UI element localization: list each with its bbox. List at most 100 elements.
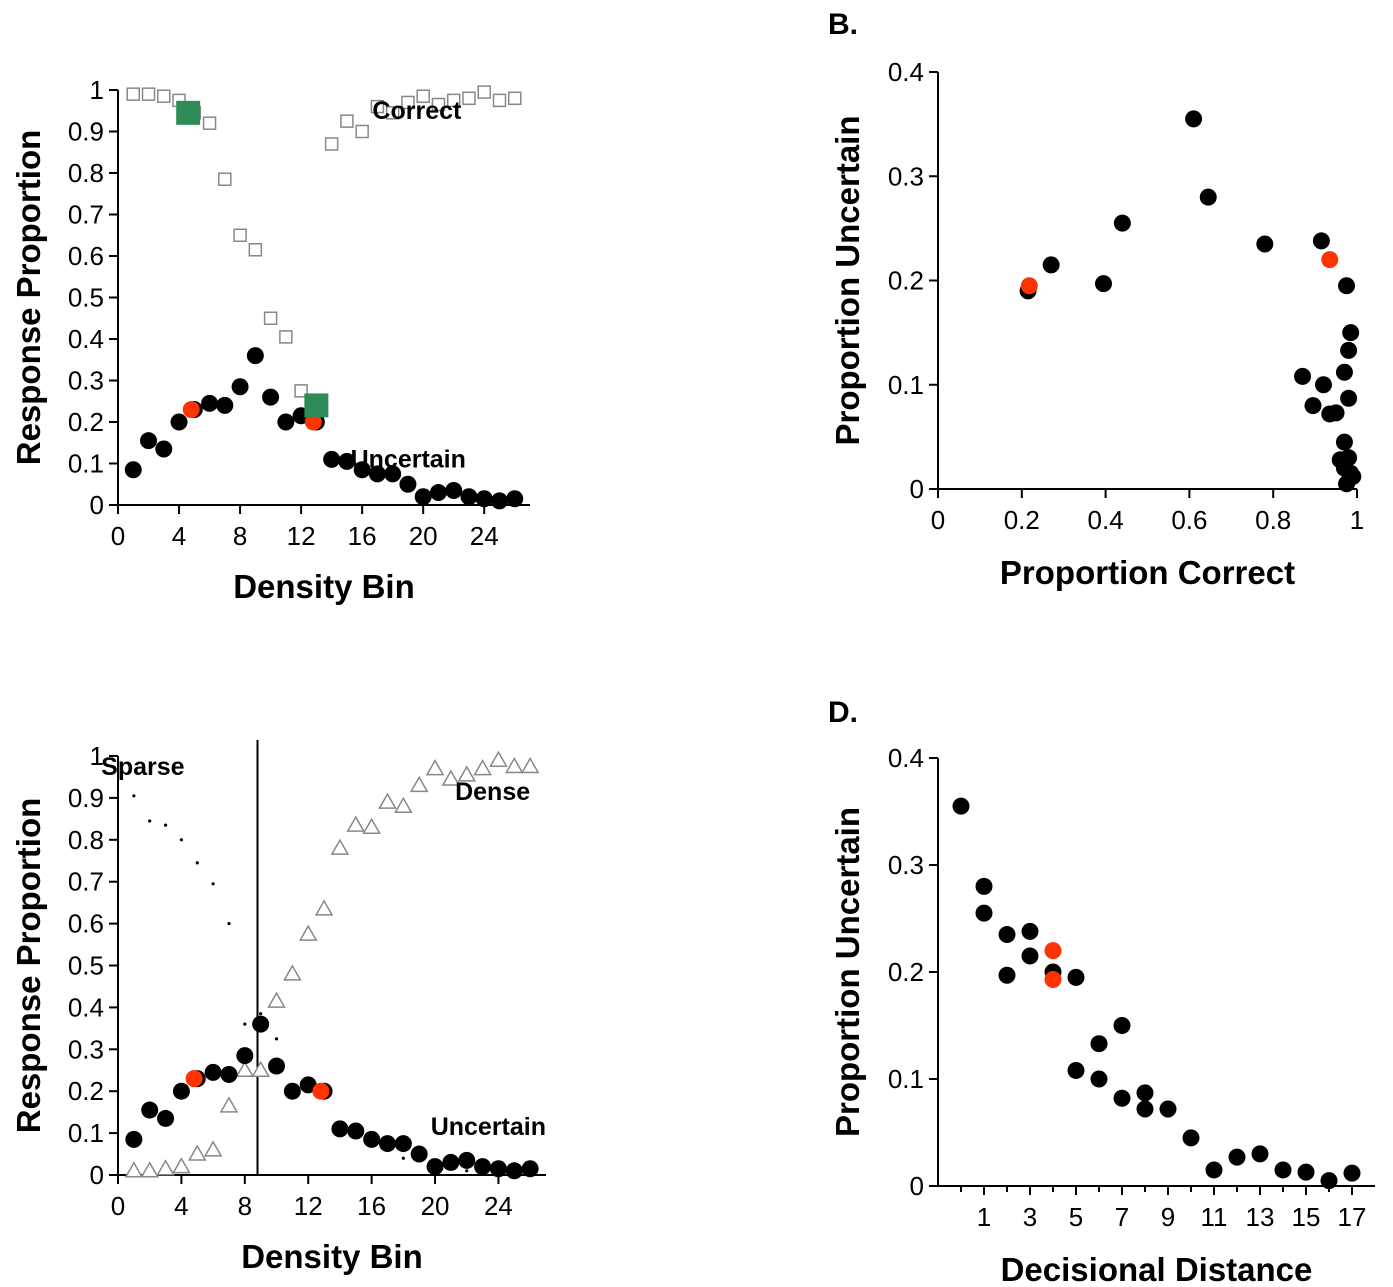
correct-point <box>462 91 476 106</box>
correct-point <box>218 172 232 186</box>
correct-point <box>141 87 156 101</box>
y-axis-title: Proportion Uncertain <box>829 115 866 445</box>
data-point <box>1274 1161 1292 1179</box>
data-point <box>521 1160 539 1178</box>
data-point <box>204 1063 222 1081</box>
x-tick-label: 0 <box>111 521 125 551</box>
data-point <box>378 1135 396 1153</box>
dense-point <box>298 924 318 941</box>
data-point <box>1067 1061 1085 1079</box>
x-tick-label: 12 <box>294 1191 323 1221</box>
y-tick-label: 0.1 <box>888 1064 924 1094</box>
data-point <box>1335 433 1353 451</box>
data-point <box>426 1158 444 1176</box>
highlight-point <box>304 413 322 431</box>
y-tick-label: 0.6 <box>68 241 104 271</box>
data-point <box>299 1076 317 1094</box>
data-point <box>1338 277 1356 295</box>
data-point <box>460 488 478 506</box>
sparse-point <box>243 1022 247 1026</box>
data-point <box>1343 1164 1361 1182</box>
data-point <box>1021 947 1039 965</box>
y-tick-label: 0.4 <box>68 324 104 354</box>
data-point <box>1205 1161 1223 1179</box>
sparse-point <box>211 882 215 886</box>
dense-point <box>362 817 381 834</box>
data-point <box>331 1120 349 1138</box>
data-point <box>384 465 402 483</box>
x-tick-label: 11 <box>1201 1202 1228 1232</box>
y-axis-title: Response Proportion <box>10 798 47 1134</box>
series-annotation: Uncertain <box>431 1113 546 1141</box>
x-tick-label: 24 <box>470 521 499 551</box>
x-tick-label: 4 <box>174 1191 188 1221</box>
data-point <box>1251 1145 1269 1163</box>
highlight-point <box>185 1070 203 1088</box>
y-tick-label: 0.2 <box>68 407 104 437</box>
series-annotation: Correct <box>372 97 462 125</box>
y-tick-label: 0.9 <box>68 117 104 147</box>
dense-point <box>172 1157 191 1174</box>
correct-point <box>324 137 339 151</box>
correct-point <box>370 99 385 114</box>
data-point <box>1344 467 1362 485</box>
x-tick-label: 13 <box>1246 1202 1275 1232</box>
data-point <box>157 1109 175 1127</box>
data-point <box>1090 1070 1108 1088</box>
y-tick-label: 0.3 <box>68 366 104 396</box>
dense-point <box>425 759 445 776</box>
highlight-point <box>1044 970 1062 988</box>
y-tick-label: 0.6 <box>68 909 104 939</box>
correct-point <box>294 384 308 398</box>
data-point <box>1340 389 1358 407</box>
y-tick-label: 0.1 <box>68 449 104 479</box>
x-tick-label: 16 <box>348 521 377 551</box>
data-point <box>1185 110 1203 128</box>
data-point <box>474 1158 492 1176</box>
data-point <box>506 490 524 508</box>
x-tick-label: 17 <box>1338 1202 1367 1232</box>
data-point <box>277 413 295 431</box>
y-tick-label: 0.3 <box>68 1034 104 1064</box>
panel-c: 0 0.1 0.2 0.3 0.4 0.5 0.6 0.7 0.8 0.9 1 0 4 8 12 16 20 24… <box>10 740 546 1275</box>
y-tick-label: 0.2 <box>888 266 924 296</box>
series-annotation: Sparse <box>101 753 184 781</box>
data-point <box>1159 1100 1177 1118</box>
y-tick-label: 1 <box>90 741 104 771</box>
data-point <box>458 1151 476 1169</box>
panel-label: B. <box>828 8 858 41</box>
y-tick-label: 0.8 <box>68 158 104 188</box>
x-axis-title: Decisional Distance <box>1001 1251 1313 1287</box>
x-tick-label: 9 <box>1161 1202 1175 1232</box>
highlight-square <box>176 100 201 125</box>
correct-point <box>401 95 415 110</box>
data-point <box>399 475 417 493</box>
x-tick-label: 5 <box>1069 1202 1083 1232</box>
dense-point <box>520 756 540 774</box>
highlight-square <box>304 393 329 418</box>
dense-point <box>409 775 429 793</box>
y-tick-label: 0.3 <box>888 850 924 880</box>
data-point <box>998 966 1016 984</box>
y-tick-label: 1 <box>90 75 104 105</box>
correct-point <box>385 106 400 120</box>
sparse-point <box>274 1037 279 1041</box>
y-tick-label: 0.2 <box>888 957 924 987</box>
x-tick-label: 0 <box>931 505 945 535</box>
sparse-point <box>179 838 184 842</box>
dense-point <box>457 765 477 782</box>
x-tick-label: 0.4 <box>1088 505 1124 535</box>
dense-point <box>156 1159 175 1176</box>
y-axis-title: Proportion Uncertain <box>829 807 866 1137</box>
data-point <box>141 1101 159 1119</box>
correct-point <box>492 93 507 108</box>
data-point <box>442 1153 460 1171</box>
data-point <box>125 1130 143 1148</box>
correct-point <box>507 91 522 106</box>
highlight-point <box>1020 277 1038 295</box>
sparse-point <box>227 922 231 926</box>
data-point <box>252 1015 270 1033</box>
sparse-point <box>148 819 152 823</box>
x-tick-label: 1 <box>1350 505 1364 535</box>
data-point <box>1113 1089 1131 1107</box>
